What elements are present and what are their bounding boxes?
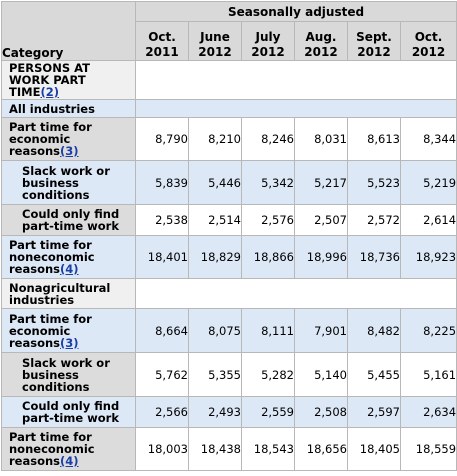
table-cell: 8,246: [241, 117, 295, 161]
column-header: June 2012: [188, 21, 242, 61]
table-cell: 2,634: [399, 396, 457, 428]
table-cell: 5,282: [241, 352, 295, 397]
table-cell: 5,217: [294, 160, 348, 205]
footnote-link[interactable]: (4): [60, 454, 79, 468]
table-cell: 8,225: [399, 308, 457, 353]
table-cell: 2,559: [241, 396, 295, 428]
table-row: Part time for noneconomic reasons(4) 18,…: [1, 427, 457, 471]
row-label: Part time for noneconomic reasons(4): [1, 427, 136, 471]
table-cell: 5,839: [135, 160, 189, 205]
seasonally-adjusted-header: Seasonally adjusted: [134, 1, 457, 22]
table-cell: 18,543: [241, 427, 295, 471]
table-cell: 2,508: [294, 396, 348, 428]
table-cell: 7,901: [294, 308, 348, 353]
table-cell: 8,075: [188, 308, 242, 353]
table-cell: 8,790: [135, 117, 189, 161]
table-cell: 18,003: [135, 427, 189, 471]
section-title: PERSONS AT WORK PART TIME(2): [1, 60, 136, 100]
column-header: Aug. 2012: [294, 21, 348, 61]
table-cell: 18,736: [347, 235, 401, 279]
table-row: Part time for noneconomic reasons(4) 18,…: [1, 235, 457, 279]
table-row: Slack work or business conditions 5,839 …: [1, 160, 457, 205]
table-cell: 5,762: [135, 352, 189, 397]
table-cell: 2,507: [294, 204, 348, 236]
header-row-months: Oct. 2011 June 2012 July 2012 Aug. 2012 Sept…: [2, 21, 457, 61]
row-label: Slack work or business conditions: [1, 160, 136, 205]
footnote-link[interactable]: (3): [60, 144, 79, 158]
table-row: Could only find part-time work 2,538 2,5…: [1, 204, 457, 236]
column-header: Oct. 2012: [399, 21, 457, 61]
table-cell: 18,923: [399, 235, 457, 279]
nonagricultural-header-row: Nonagricultural industries: [1, 278, 457, 309]
table-cell: 2,572: [347, 204, 401, 236]
table-cell: 18,438: [188, 427, 242, 471]
row-label: Could only find part-time work: [1, 396, 136, 428]
table-cell: 8,210: [188, 117, 242, 161]
table-cell: 18,405: [347, 427, 401, 471]
all-industries-row: All industries: [1, 99, 457, 118]
table-cell: 18,829: [188, 235, 242, 279]
table-cell: 8,664: [135, 308, 189, 353]
row-label: Part time for economic reasons(3): [1, 117, 136, 161]
table-cell: 5,161: [399, 352, 457, 397]
table-cell: 8,344: [399, 117, 457, 161]
table-row: Slack work or business conditions 5,762 …: [1, 352, 457, 397]
header-row-group: Category Seasonally adjusted: [1, 1, 457, 61]
column-header: Oct. 2011: [135, 21, 189, 61]
category-header: Category: [1, 1, 136, 61]
table-cell: 5,523: [347, 160, 401, 205]
table-cell: 2,566: [135, 396, 189, 428]
column-header: Sept. 2012: [347, 21, 401, 61]
table-cell: 18,559: [399, 427, 457, 471]
table-cell: 8,613: [347, 117, 401, 161]
table-cell: 18,656: [294, 427, 348, 471]
footnote-link[interactable]: (3): [60, 335, 79, 350]
table-cell: 18,866: [241, 235, 295, 279]
table-cell: 5,355: [188, 352, 242, 397]
table-row: Could only find part-time work 2,566 2,4…: [1, 396, 457, 428]
table-cell: 2,614: [399, 204, 457, 236]
section-header-row: PERSONS AT WORK PART TIME(2): [1, 60, 457, 100]
table-cell: 5,455: [347, 352, 401, 397]
footnote-link[interactable]: (4): [60, 262, 79, 276]
table-cell: 5,342: [241, 160, 295, 205]
table-row: Part time for economic reasons(3) 8,664 …: [1, 308, 457, 353]
all-industries-label: All industries: [1, 99, 136, 118]
footnote-link[interactable]: (2): [40, 85, 59, 99]
table-cell: 5,446: [188, 160, 242, 205]
table-cell: 8,482: [347, 308, 401, 353]
table-cell: 5,219: [399, 160, 457, 205]
row-label: Slack work or business conditions: [1, 352, 136, 397]
table-cell: 18,401: [135, 235, 189, 279]
table-cell: 2,493: [188, 396, 242, 428]
table-cell: 5,140: [294, 352, 348, 397]
column-header: July 2012: [241, 21, 295, 61]
table-cell: 8,031: [294, 117, 348, 161]
row-label: Part time for economic reasons(3): [1, 308, 136, 353]
row-label: Part time for noneconomic reasons(4): [1, 235, 136, 279]
row-label: Could only find part-time work: [1, 204, 136, 236]
table-cell: 2,576: [241, 204, 295, 236]
table-cell: 2,538: [135, 204, 189, 236]
table-cell: 2,514: [188, 204, 242, 236]
table-cell: 18,996: [294, 235, 348, 279]
table-row: Part time for economic reasons(3) 8,790 …: [1, 117, 457, 161]
table-cell: 8,111: [241, 308, 295, 353]
table-cell: 2,597: [347, 396, 401, 428]
nonagricultural-label: Nonagricultural industries: [1, 278, 136, 309]
